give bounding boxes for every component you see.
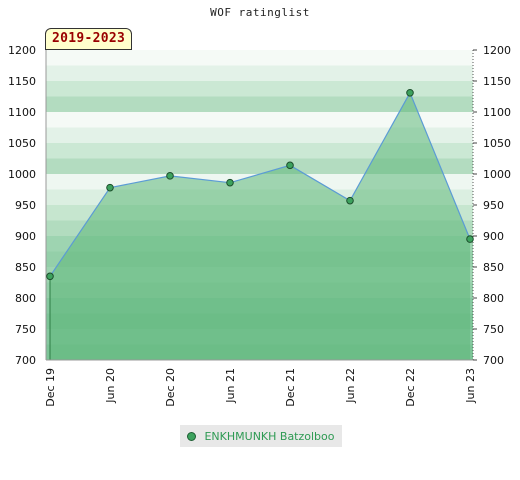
y-tick-label-left: 850 bbox=[15, 261, 36, 274]
y-tick-label-right: 1200 bbox=[483, 44, 511, 57]
y-tick-label-right: 1050 bbox=[483, 137, 511, 150]
data-point[interactable] bbox=[226, 178, 234, 187]
data-point[interactable] bbox=[106, 183, 114, 192]
legend-series-name: ENKHMUNKH Batzolboo bbox=[204, 429, 335, 443]
background-band bbox=[46, 158, 473, 174]
legend-marker-icon bbox=[187, 431, 197, 441]
background-band bbox=[46, 81, 473, 97]
y-tick-label-right: 1100 bbox=[483, 106, 511, 119]
y-tick-label-left: 1000 bbox=[8, 168, 36, 181]
series-area bbox=[50, 92, 470, 360]
data-point[interactable] bbox=[46, 272, 54, 281]
y-tick-label-right: 1150 bbox=[483, 75, 511, 88]
background-band bbox=[46, 65, 473, 81]
y-tick-label-right: 750 bbox=[483, 323, 504, 336]
x-tick-label: Dec 22 bbox=[404, 368, 417, 407]
y-tick-label-right: 700 bbox=[483, 354, 504, 367]
x-tick-label: Dec 20 bbox=[164, 368, 177, 407]
points-layer bbox=[46, 88, 474, 281]
data-point[interactable] bbox=[286, 161, 294, 170]
y-tick-label-left: 1050 bbox=[8, 137, 36, 150]
data-point[interactable] bbox=[406, 88, 414, 97]
y-tick-label-left: 800 bbox=[15, 292, 36, 305]
background-band bbox=[46, 143, 473, 159]
period-label: 2019-2023 bbox=[45, 28, 133, 50]
background-band bbox=[46, 112, 473, 128]
y-tick-label-right: 900 bbox=[483, 230, 504, 243]
data-point[interactable] bbox=[466, 235, 474, 243]
y-tick-label-right: 850 bbox=[483, 261, 504, 274]
y-tick-label-left: 950 bbox=[15, 199, 36, 212]
background-band bbox=[46, 50, 473, 66]
data-point[interactable] bbox=[346, 196, 354, 205]
x-tick-label: Dec 19 bbox=[44, 368, 57, 407]
y-tick-label-left: 1200 bbox=[8, 44, 36, 57]
y-tick-label-left: 750 bbox=[15, 323, 36, 336]
series-line bbox=[49, 91, 471, 277]
background-band bbox=[46, 96, 473, 112]
y-tick-label-right: 800 bbox=[483, 292, 504, 305]
data-point[interactable] bbox=[166, 172, 174, 180]
chart-title: WOF ratinglist bbox=[210, 6, 310, 19]
y-tick-label-left: 900 bbox=[15, 230, 36, 243]
x-tick-label: Jun 21 bbox=[224, 368, 237, 404]
y-tick-label-left: 700 bbox=[15, 354, 36, 367]
y-tick-label-left: 1150 bbox=[8, 75, 36, 88]
x-tick-label: Jun 23 bbox=[464, 368, 477, 404]
x-tick-label: Dec 21 bbox=[284, 368, 297, 407]
axes: 700 700 750 750 800 800 850 850 900 900 950 950 1000… bbox=[8, 44, 511, 407]
x-tick-label: Jun 20 bbox=[104, 368, 117, 404]
legend: ENKHMUNKH Batzolboo bbox=[180, 425, 342, 447]
background-band bbox=[46, 127, 473, 143]
y-tick-label-left: 1100 bbox=[8, 106, 36, 119]
y-tick-label-right: 1000 bbox=[483, 168, 511, 181]
x-tick-label: Jun 22 bbox=[344, 368, 357, 404]
y-tick-label-right: 950 bbox=[483, 199, 504, 212]
area-layer bbox=[49, 91, 471, 360]
